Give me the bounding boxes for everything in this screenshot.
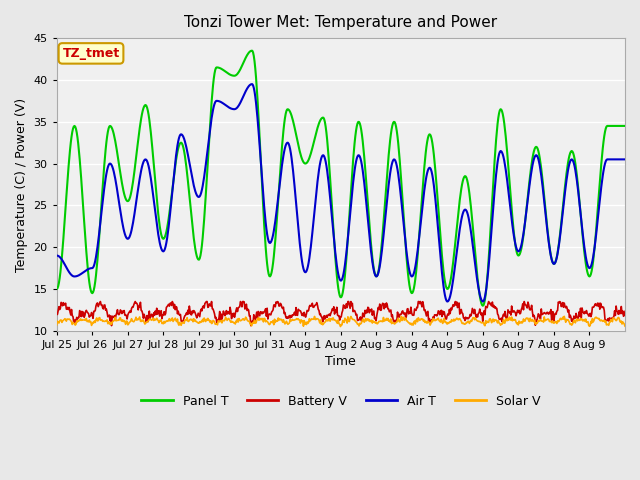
Air T xyxy=(432,204,440,209)
Line: Air T: Air T xyxy=(57,84,625,301)
Solar V xyxy=(432,317,440,323)
Panel T xyxy=(275,197,282,203)
Panel T xyxy=(432,176,440,182)
Text: TZ_tmet: TZ_tmet xyxy=(62,47,120,60)
Solar V xyxy=(252,320,260,326)
Air T xyxy=(275,194,282,200)
Battery V xyxy=(120,308,128,313)
Line: Solar V: Solar V xyxy=(57,316,625,326)
Solar V xyxy=(53,322,61,328)
Solar V xyxy=(120,319,127,324)
Solar V xyxy=(274,318,282,324)
Panel T xyxy=(253,84,260,90)
Y-axis label: Temperature (C) / Power (V): Temperature (C) / Power (V) xyxy=(15,97,28,272)
Air T xyxy=(401,228,408,233)
Battery V xyxy=(621,309,629,314)
X-axis label: Time: Time xyxy=(326,355,356,369)
Title: Tonzi Tower Met: Temperature and Power: Tonzi Tower Met: Temperature and Power xyxy=(184,15,497,30)
Panel T xyxy=(224,71,232,76)
Air T xyxy=(224,104,232,109)
Air T xyxy=(53,252,61,258)
Panel T xyxy=(479,303,486,309)
Air T xyxy=(479,299,486,304)
Legend: Panel T, Battery V, Air T, Solar V: Panel T, Battery V, Air T, Solar V xyxy=(136,390,545,413)
Panel T xyxy=(120,188,127,193)
Panel T xyxy=(53,286,61,292)
Air T xyxy=(120,225,127,231)
Solar V xyxy=(337,324,344,329)
Solar V xyxy=(561,313,568,319)
Line: Panel T: Panel T xyxy=(57,51,625,306)
Panel T xyxy=(248,48,255,54)
Line: Battery V: Battery V xyxy=(57,301,625,325)
Battery V xyxy=(253,316,261,322)
Panel T xyxy=(621,123,629,129)
Air T xyxy=(253,107,260,113)
Battery V xyxy=(247,323,255,328)
Air T xyxy=(621,156,629,162)
Battery V xyxy=(97,299,104,304)
Solar V xyxy=(621,323,629,329)
Panel T xyxy=(401,223,408,228)
Solar V xyxy=(401,317,408,323)
Battery V xyxy=(225,309,232,315)
Battery V xyxy=(53,312,61,317)
Battery V xyxy=(275,303,283,309)
Battery V xyxy=(433,313,441,319)
Solar V xyxy=(224,316,232,322)
Air T xyxy=(248,81,255,87)
Battery V xyxy=(401,310,409,316)
